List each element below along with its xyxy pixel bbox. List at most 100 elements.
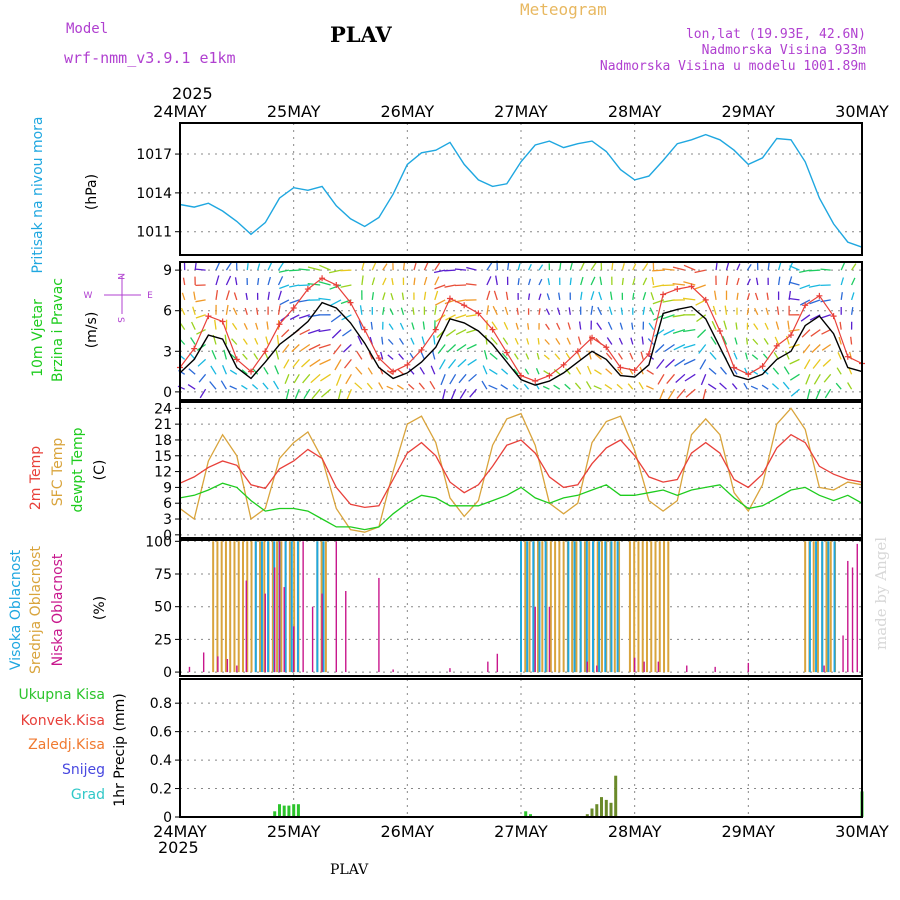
wind-arrow xyxy=(486,290,491,301)
wind-arrow xyxy=(746,307,750,315)
wind-arrow xyxy=(683,281,696,286)
x-tick-label-top: 27MAY xyxy=(494,102,548,121)
wind-arrow xyxy=(334,359,342,371)
x-tick-label-top: 29MAY xyxy=(722,102,776,121)
wind-arrow xyxy=(664,343,675,352)
wind-arrow xyxy=(229,369,238,375)
gust-marker xyxy=(489,326,496,333)
wind-arrow xyxy=(284,374,290,385)
wind-arrow xyxy=(605,368,613,375)
wind-arrow xyxy=(485,335,488,345)
wind-arrow xyxy=(413,262,417,271)
wind-arrow xyxy=(225,261,233,271)
wind-arrow xyxy=(465,283,477,286)
wind-arrow xyxy=(318,328,331,333)
precip-bar xyxy=(282,805,286,817)
wind-arrow xyxy=(524,368,530,375)
wind-arrow xyxy=(620,307,624,315)
wind-arrow xyxy=(311,388,321,400)
wind-arrow xyxy=(387,354,394,360)
wind-arrow xyxy=(851,263,857,271)
wind-arrow xyxy=(580,291,583,300)
wind-arrow xyxy=(513,368,519,375)
wind-arrow xyxy=(340,269,352,272)
pressure-axis-title: Pritisak na nivou mora xyxy=(30,116,46,273)
wind-arrow xyxy=(255,307,259,315)
wind-arrow xyxy=(663,329,675,336)
wind-arrow xyxy=(538,293,542,301)
wind-arrow xyxy=(746,263,752,271)
gust-marker xyxy=(816,292,823,299)
wind-arrow xyxy=(684,373,696,382)
gust-marker xyxy=(518,372,524,379)
elevation-label: Nadmorska Visina 933m xyxy=(702,43,867,58)
gust-marker xyxy=(702,296,709,303)
wind-arrow xyxy=(676,388,686,399)
precip-bar xyxy=(273,811,277,817)
wind-arrow xyxy=(683,343,696,349)
wind-arrow xyxy=(709,351,717,360)
wind-arrow xyxy=(318,281,331,286)
wind-arrow xyxy=(441,389,446,401)
wind-arrow xyxy=(434,290,439,301)
gust-marker xyxy=(532,378,539,385)
wind-arrow xyxy=(799,284,811,290)
wind-arrow xyxy=(619,322,624,330)
wind-arrow xyxy=(642,292,647,301)
wind-arrow xyxy=(765,307,769,315)
wind-arrow xyxy=(199,388,207,399)
wind-arrow xyxy=(232,307,238,316)
wind-arrow xyxy=(422,321,426,330)
wind-arrow xyxy=(751,354,759,360)
wind-arrow xyxy=(627,383,634,390)
wind-arrow xyxy=(754,292,759,301)
gust-marker xyxy=(802,302,809,309)
y-tick-label: 25 xyxy=(154,632,172,648)
gust-marker xyxy=(319,275,326,282)
wind-arrow xyxy=(180,323,186,330)
wind-arrow xyxy=(787,320,790,330)
wind-arrow xyxy=(447,358,457,369)
gust-marker xyxy=(660,291,667,298)
wind-arrow xyxy=(543,370,550,375)
legend-total-rain: Ukupna Kisa xyxy=(18,687,105,703)
wind-arrow xyxy=(568,307,571,315)
wind-arrow xyxy=(209,381,217,390)
sfc-temp-line xyxy=(179,407,863,533)
wind-arrow xyxy=(266,321,269,330)
precip-bar xyxy=(609,802,613,817)
wind-arrow xyxy=(785,335,790,345)
wind-arrow xyxy=(812,358,821,369)
wind-arrow xyxy=(850,306,854,315)
wind-arrow xyxy=(788,297,800,301)
wind-arrow xyxy=(398,337,405,345)
wind-arrow xyxy=(545,323,550,330)
pressure-panel: 1011 1014 1017 xyxy=(136,122,863,256)
wind-arrow xyxy=(593,385,602,390)
wind-arrow xyxy=(839,321,842,330)
wind-arrow xyxy=(608,306,613,315)
wind-arrow xyxy=(310,373,321,384)
gust-marker xyxy=(716,328,723,334)
wind-arrow xyxy=(708,367,717,375)
wind-arrow xyxy=(650,292,655,301)
precip-bar xyxy=(604,799,608,817)
wind-arrow xyxy=(455,329,467,336)
wind-arrow xyxy=(279,299,290,306)
wind-arrow xyxy=(309,358,321,367)
wind-arrow xyxy=(279,284,290,290)
wind-arrow xyxy=(299,329,311,336)
wind-arrow xyxy=(811,344,821,353)
wind-arrow xyxy=(358,320,363,330)
wind-unit: (m/s) xyxy=(84,312,100,349)
wind-arrow xyxy=(569,277,572,286)
wind-arrow xyxy=(722,335,728,345)
gust-marker xyxy=(589,334,596,341)
wind-arrow xyxy=(657,373,665,385)
wind-arrow xyxy=(512,384,519,390)
wind-arrow xyxy=(599,276,603,286)
wind-arrow xyxy=(567,322,571,330)
wind-arrow xyxy=(698,344,707,354)
wind-arrow xyxy=(192,306,196,315)
wind-arrow xyxy=(838,336,842,345)
